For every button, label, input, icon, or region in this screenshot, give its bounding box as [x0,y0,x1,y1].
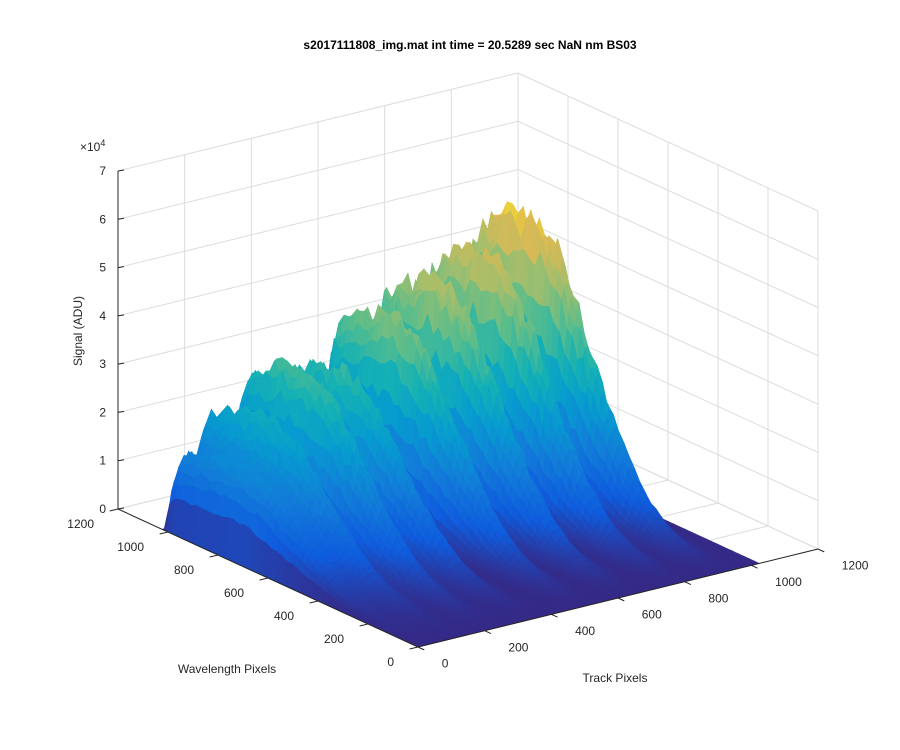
grid-line [517,169,819,309]
grid-line [117,72,519,172]
grid-line [117,169,519,269]
grid-line [517,217,819,357]
grid-line [517,72,819,212]
chart-title: s2017111808_img.mat int time = 20.5289 s… [303,38,637,52]
grid-line [117,217,519,317]
grid-line [117,120,519,220]
grid-line [517,120,819,260]
surface-plot [161,200,761,648]
axes-grid [117,72,819,648]
